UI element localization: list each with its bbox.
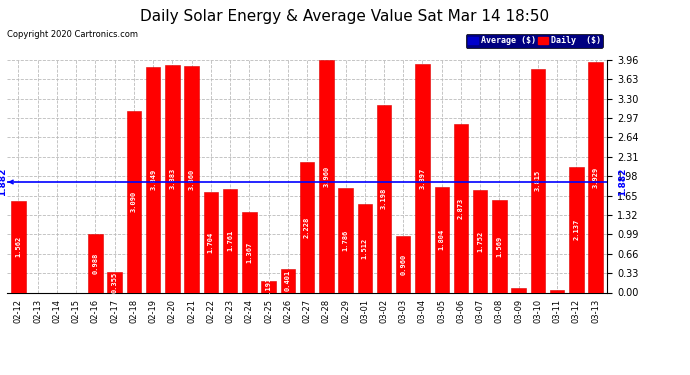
Bar — [281, 269, 295, 292]
Text: 3.198: 3.198 — [381, 188, 387, 209]
Text: 1.569: 1.569 — [496, 236, 502, 257]
Bar — [589, 62, 603, 292]
Text: 3.883: 3.883 — [169, 168, 175, 189]
Text: 0.401: 0.401 — [285, 270, 290, 291]
Bar — [338, 188, 353, 292]
Text: 1.882: 1.882 — [618, 168, 627, 196]
Text: 3.897: 3.897 — [420, 168, 426, 189]
Bar — [396, 236, 411, 292]
Bar — [88, 234, 103, 292]
Bar — [435, 187, 449, 292]
Bar — [146, 66, 160, 292]
Text: 0.191: 0.191 — [266, 276, 272, 297]
Bar — [357, 204, 372, 292]
Bar — [127, 111, 141, 292]
Text: 3.090: 3.090 — [131, 191, 137, 212]
Bar — [377, 105, 391, 292]
Text: 1.704: 1.704 — [208, 232, 214, 253]
Bar — [165, 64, 179, 292]
Bar — [415, 64, 430, 292]
Bar — [204, 192, 218, 292]
Text: 3.929: 3.929 — [593, 166, 599, 188]
Text: 1.752: 1.752 — [477, 231, 483, 252]
Bar — [531, 69, 545, 292]
Text: 2.873: 2.873 — [458, 198, 464, 219]
Bar — [11, 201, 26, 292]
Text: 1.786: 1.786 — [342, 230, 348, 251]
Bar — [300, 162, 314, 292]
Bar — [550, 290, 564, 292]
Bar — [262, 281, 276, 292]
Text: 1.882: 1.882 — [0, 168, 8, 196]
Text: 0.355: 0.355 — [112, 272, 118, 293]
Bar — [319, 60, 333, 292]
Text: Daily Solar Energy & Average Value Sat Mar 14 18:50: Daily Solar Energy & Average Value Sat M… — [141, 9, 549, 24]
Bar — [223, 189, 237, 292]
Text: 1.512: 1.512 — [362, 237, 368, 259]
Bar — [184, 66, 199, 292]
Text: 3.815: 3.815 — [535, 170, 541, 191]
Legend: Average ($), Daily  ($): Average ($), Daily ($) — [466, 34, 603, 48]
Text: 1.367: 1.367 — [246, 242, 253, 263]
Text: 3.960: 3.960 — [324, 166, 329, 187]
Bar — [108, 272, 122, 292]
Text: 3.849: 3.849 — [150, 169, 156, 190]
Text: Copyright 2020 Cartronics.com: Copyright 2020 Cartronics.com — [7, 30, 138, 39]
Text: 2.137: 2.137 — [573, 219, 580, 240]
Text: 2.228: 2.228 — [304, 216, 310, 238]
Text: 3.860: 3.860 — [188, 168, 195, 190]
Bar — [511, 288, 526, 292]
Bar — [492, 200, 506, 292]
Text: 0.960: 0.960 — [400, 254, 406, 275]
Text: 1.804: 1.804 — [439, 229, 445, 250]
Text: 1.761: 1.761 — [227, 230, 233, 251]
Text: 1.562: 1.562 — [15, 236, 21, 257]
Bar — [473, 190, 487, 292]
Bar — [242, 212, 257, 292]
Bar — [569, 167, 584, 292]
Bar — [454, 124, 469, 292]
Text: 0.988: 0.988 — [92, 253, 99, 274]
